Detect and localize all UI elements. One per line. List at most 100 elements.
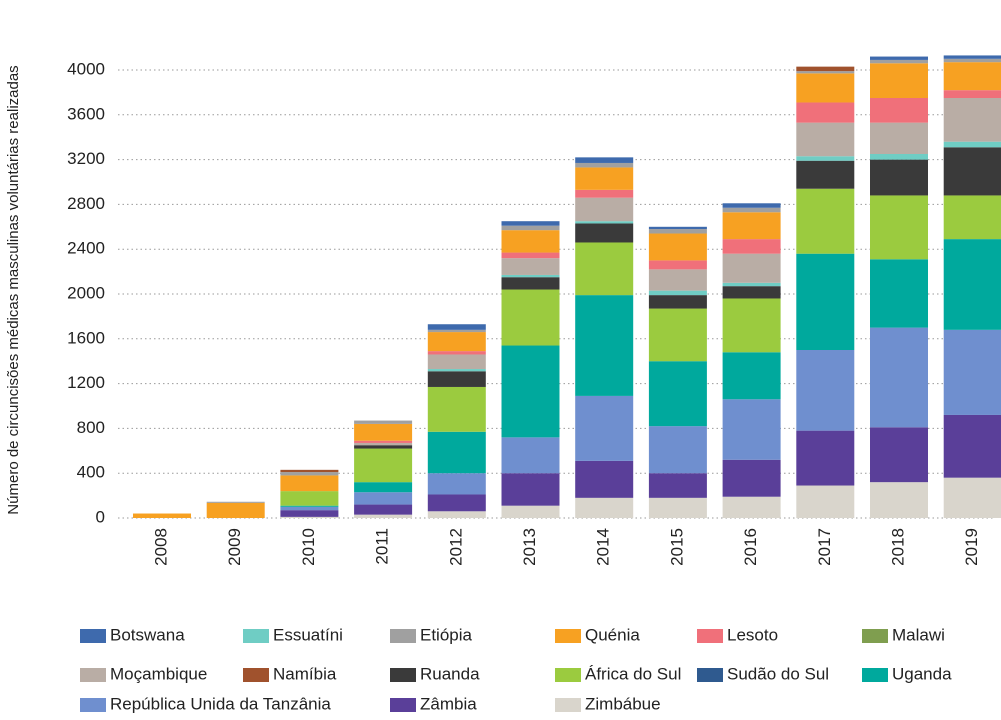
bar-segment [870,154,928,160]
bar-segment [796,102,855,123]
bar-segment [575,223,634,243]
legend-swatch [862,668,888,682]
x-tick-label: 2010 [299,528,318,566]
bar-segment [943,98,1001,142]
x-tick-label: 2017 [815,528,834,566]
bar-segment [501,289,560,346]
bar-segment [427,473,486,495]
legend-swatch [80,629,106,643]
x-tick-label: 2015 [667,528,686,566]
legend-label: Zimbábue [585,694,661,713]
legend-swatch [555,698,581,712]
bar-segment [796,188,855,254]
legend-swatch [390,629,416,643]
legend-label: Ruanda [420,664,480,683]
bar-segment [722,282,781,287]
bar-segment [427,351,486,355]
legend-label: Etiópia [420,625,473,644]
bar-segment [575,189,634,198]
bar-segment [427,371,486,387]
bar-segment [575,295,634,396]
bar-segment [648,269,707,291]
bar-segment [943,141,1001,148]
y-tick-label: 2400 [67,239,105,258]
bar-segment [427,431,486,474]
y-tick-label: 400 [77,463,105,482]
bar-segment [870,56,928,60]
bar-segment [280,516,339,518]
bar-segment [796,66,855,72]
bar-segment [280,506,339,511]
bar-segment [722,239,781,254]
x-tick-label: 2016 [741,528,760,566]
bar-segment [427,324,486,330]
bar-segment [354,442,413,446]
y-tick-label: 4000 [67,59,105,78]
bar-segment [501,252,560,259]
bar-segment [575,221,634,224]
legend-swatch [390,668,416,682]
y-tick-label: 2000 [67,283,105,302]
legend-label: República Unida da Tanzânia [110,694,331,713]
bar-segment [206,501,265,503]
legend-swatch [555,629,581,643]
bar-segment [796,156,855,161]
legend-swatch [243,629,269,643]
y-tick-label: 1600 [67,328,105,347]
bar-segment [722,207,781,213]
bar-segment [354,492,413,505]
bar-segment [722,399,781,460]
legend-label: Moçambique [110,664,207,683]
bar-segment [943,90,1001,98]
bar-segment [501,274,560,278]
bar-segment [354,423,413,441]
legend-label: Namíbia [273,664,337,683]
bar-segment [943,477,1001,518]
bar-segment [575,460,634,498]
bar-segment [354,448,413,483]
bar-segment [427,332,486,352]
bar-segment [354,420,413,424]
bar-segment [280,510,339,517]
bar-segment [870,482,928,518]
bar-segment [648,295,707,309]
bar-segment [648,260,707,270]
x-tick-label: 2011 [373,528,392,565]
bar-segment [943,55,1001,59]
bar-segment [796,160,855,189]
legend-swatch [555,668,581,682]
bar-segment [501,225,560,231]
bar-segment [501,221,560,226]
legend-label: Botswana [110,625,185,644]
bar-segment [280,472,339,476]
bar-segment [354,445,413,449]
legend-label: Essuatíni [273,625,343,644]
bar-segment [870,195,928,260]
bar-segment [427,386,486,432]
bar-segment [648,233,707,261]
bar-segment [943,58,1001,63]
bar-segment [280,475,339,492]
bar-segment [796,71,855,74]
bar-segment [575,167,634,190]
bar-segment [575,242,634,296]
legend-label: Lesoto [727,625,778,644]
legend-label: Zâmbia [420,694,477,713]
bar-segment [501,505,560,518]
bar-segment [280,469,339,473]
bar-segment [354,482,413,493]
bar-segment [354,514,413,518]
legend-swatch [390,698,416,712]
bar-segment [575,157,634,163]
bar-segment [796,350,855,431]
bar-segment [648,497,707,518]
bar-segment [501,230,560,253]
bar-segment [427,494,486,512]
bar-segment [133,513,191,518]
bar-segment [870,159,928,196]
bar-segment [501,437,560,474]
bar-segment [722,212,781,240]
bar-segment [870,59,928,64]
bar-segment [575,395,634,461]
bar-segment [722,253,781,283]
